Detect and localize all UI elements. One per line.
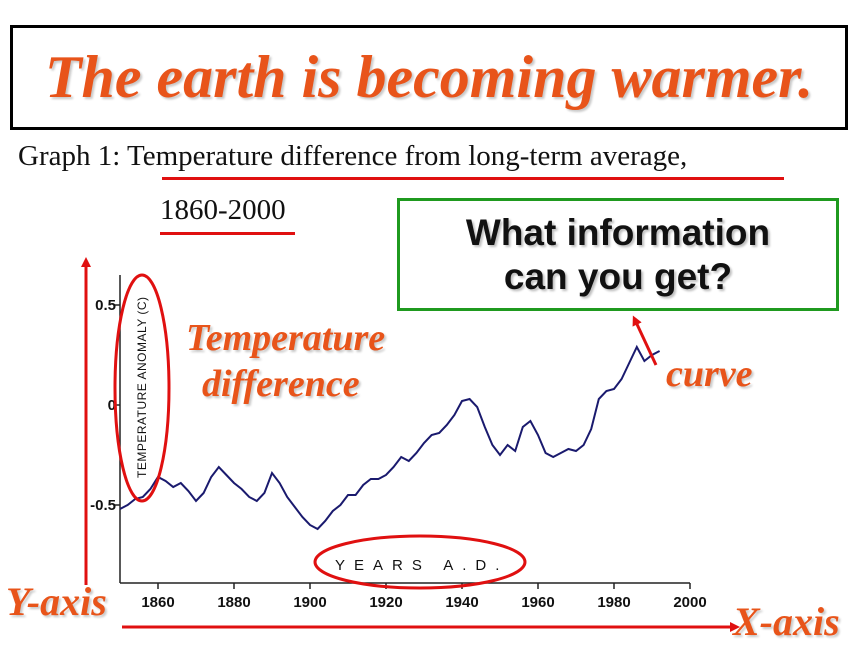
x-axis-label: YEARS A.D. [335, 557, 508, 574]
x-tick-label: 1920 [369, 594, 402, 611]
y-axis-annotation: Y-axis [6, 579, 107, 624]
y-tick-label: 0 [108, 397, 116, 414]
caption-underline-2 [160, 232, 295, 235]
y-tick-label: 0.5 [95, 297, 116, 314]
title-box: The earth is becoming warmer. [10, 25, 848, 130]
x-tick-label: 1880 [217, 594, 250, 611]
x-tick-label: 1900 [293, 594, 326, 611]
question-line-2: can you get? [503, 255, 733, 297]
x-label-highlight [313, 534, 527, 590]
curve-pointer-arrow [632, 315, 658, 366]
slide-title: The earth is becoming warmer. [44, 44, 814, 110]
question-box: What information can you get? [397, 198, 839, 311]
curve-annotation: curve [666, 353, 753, 395]
x-tick-label: 1960 [521, 594, 554, 611]
y-tick-label: -0.5 [90, 497, 116, 514]
caption-line-2: 1860-2000 [160, 194, 286, 226]
temperature-annotation-line-1: Temperature [186, 317, 386, 359]
caption-underline-1 [162, 177, 784, 180]
temperature-curve [119, 344, 661, 531]
x-tick-label: 1980 [597, 594, 630, 611]
x-axis-annotation: X-axis [733, 599, 840, 644]
caption-line-1: Graph 1: Temperature difference from lon… [18, 140, 688, 172]
x-tick-label: 2000 [673, 594, 706, 611]
question-line-1: What information [465, 211, 771, 253]
temperature-annotation-line-2: difference [202, 363, 360, 405]
y-label-highlight [113, 273, 171, 503]
x-tick-label: 1860 [141, 594, 174, 611]
y-axis-label: TEMPERATURE ANOMALY (C) [135, 296, 149, 478]
x-tick-label: 1940 [445, 594, 478, 611]
